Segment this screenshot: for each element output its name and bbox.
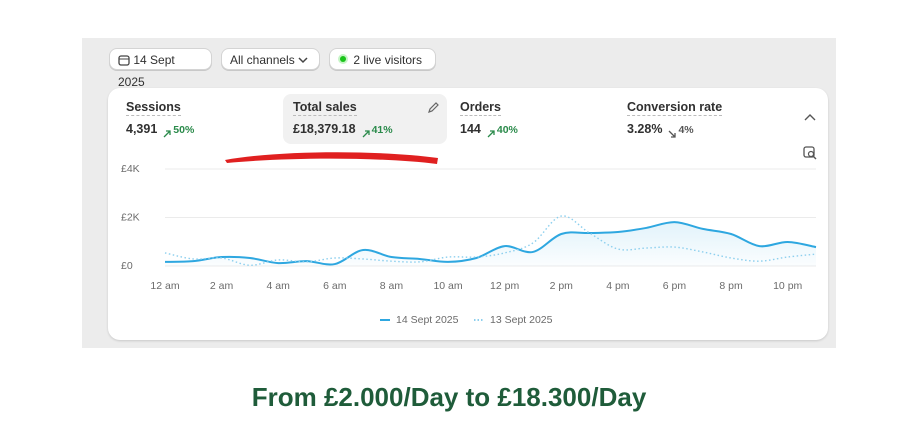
line	[164, 221, 817, 266]
date-button[interactable]: 14 Sept 2025	[109, 48, 212, 89]
live-dot	[338, 54, 348, 64]
metric-value: 3.28%	[627, 122, 663, 136]
channels-text: All channels	[230, 53, 295, 67]
channels-button[interactable]: All channels	[221, 48, 320, 70]
x-tick-label: 8 am	[380, 280, 404, 292]
inspect-icon[interactable]	[803, 146, 817, 160]
metric-value: 144	[460, 122, 481, 136]
x-tick-label: 4 pm	[606, 280, 630, 292]
change-arrow	[163, 125, 171, 143]
change-arrow	[487, 125, 495, 143]
x-tick-label: 2 am	[210, 280, 234, 292]
area	[165, 222, 816, 266]
x-tick-label: 6 pm	[663, 280, 687, 292]
line	[164, 215, 817, 266]
metric-label[interactable]: Conversion rate	[627, 100, 723, 116]
y-tick-label: £0	[121, 260, 133, 272]
calendar-icon	[118, 55, 130, 66]
metric-value: 4,391	[126, 122, 158, 136]
metric-change: 40%	[496, 124, 518, 136]
card	[108, 88, 828, 340]
y-tick-label: £4K	[121, 163, 140, 175]
x-tick-label: 10 am	[433, 280, 462, 292]
selected-metric-bg	[283, 94, 447, 144]
legend-label: 14 Sept 2025	[396, 314, 459, 326]
collapse-icon[interactable]	[804, 113, 816, 122]
x-tick-label: 12 pm	[490, 280, 519, 292]
date-text: 14 Sept 2025	[118, 53, 175, 89]
x-tick-label: 6 am	[323, 280, 347, 292]
caption: From £2.000/Day to £18.300/Day	[251, 382, 647, 412]
x-tick-label: 10 pm	[773, 280, 802, 292]
metric-label[interactable]: Sessions	[126, 100, 181, 116]
change-arrow	[668, 125, 677, 143]
x-tick-label: 8 pm	[719, 280, 743, 292]
edit-icon[interactable]	[427, 101, 440, 114]
metric-change: 41%	[371, 124, 393, 136]
chevron-down	[298, 57, 308, 64]
change-arrow	[362, 125, 370, 143]
metric-label[interactable]: Orders	[460, 100, 501, 116]
live-text: 2 live visitors	[353, 53, 423, 67]
metric-change: 4%	[678, 124, 694, 136]
red-underline	[225, 152, 438, 164]
x-tick-label: 2 pm	[550, 280, 574, 292]
live-button[interactable]: 2 live visitors	[329, 48, 436, 70]
metric-change: 50%	[173, 124, 195, 136]
x-tick-label: 4 am	[267, 280, 291, 292]
y-tick-label: £2K	[121, 211, 140, 223]
metric-label[interactable]: Total sales	[293, 100, 357, 116]
x-tick-label: 12 am	[150, 280, 179, 292]
legend-label: 13 Sept 2025	[490, 314, 553, 326]
metric-value: £18,379.18	[293, 122, 356, 136]
